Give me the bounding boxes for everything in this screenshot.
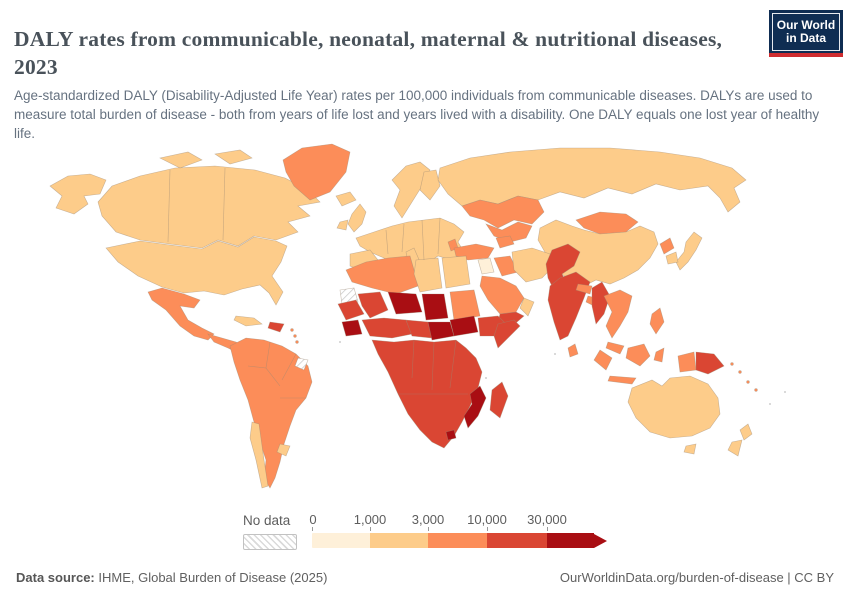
map-region-oman[interactable] (519, 297, 535, 317)
map-region-west-africa-coast[interactable] (361, 317, 413, 339)
map-region-french-guiana[interactable] (294, 357, 309, 371)
legend-tick-label: 0 (309, 512, 317, 527)
map-region-hispaniola[interactable] (267, 321, 285, 333)
map-region-new-zealand[interactable] (739, 423, 753, 441)
map-region-australia[interactable] (627, 375, 721, 439)
no-data-swatch[interactable] (243, 534, 297, 550)
map-region-mali[interactable] (357, 291, 389, 319)
map-region-cuba[interactable] (233, 315, 263, 327)
small-island-dots (339, 341, 786, 405)
map-region-canada-arctic[interactable] (214, 149, 253, 165)
map-legend: No data 0 1,000 3,000 10,000 30,000 (243, 511, 633, 559)
map-region-egypt[interactable] (441, 255, 471, 289)
map-region-malaysia[interactable] (605, 341, 625, 355)
map-region-lesser-antilles[interactable] (290, 328, 299, 344)
legend-tick-label: 30,000 (527, 512, 567, 527)
page-title: DALY rates from communicable, neonatal, … (14, 27, 723, 80)
map-region-south-korea[interactable] (665, 251, 679, 265)
map-region-west-new-guinea[interactable] (677, 351, 697, 373)
page-subtitle: Age-standardized DALY (Disability-Adjust… (14, 87, 820, 141)
map-region-new-zealand[interactable] (727, 439, 743, 457)
owid-logo-accent-bar (769, 53, 843, 57)
map-region-saudi-arabia[interactable] (479, 275, 525, 315)
legend-segment-30000-plus[interactable] (547, 533, 594, 548)
map-region-car[interactable] (427, 321, 455, 341)
data-source-label: Data source: (16, 570, 95, 585)
map-region-greenland[interactable] (282, 143, 351, 201)
map-region-madagascar[interactable] (489, 381, 509, 419)
map-region-sulawesi[interactable] (653, 347, 665, 363)
map-region-chile[interactable] (249, 421, 269, 489)
owid-logo-text: Our World in Data (772, 13, 840, 51)
map-region-borneo[interactable] (625, 343, 651, 367)
legend-segment-0-1000[interactable] (312, 533, 370, 548)
map-region-mozambique[interactable] (463, 385, 487, 429)
legend-segment-3000-10000[interactable] (428, 533, 487, 548)
map-region-tasmania[interactable] (683, 443, 697, 455)
legend-scale: 0 1,000 3,000 10,000 30,000 (309, 511, 622, 551)
map-region-sudan[interactable] (449, 289, 481, 321)
map-region-levant[interactable] (477, 257, 495, 275)
map-region-alaska[interactable] (49, 173, 107, 215)
legend-color-bar (312, 533, 607, 548)
map-region-north-korea[interactable] (659, 237, 675, 255)
map-region-uruguay[interactable] (276, 443, 291, 457)
map-region-lesotho[interactable] (445, 429, 457, 441)
footer: Data source: IHME, Global Burden of Dise… (16, 570, 834, 585)
map-region-canada[interactable] (97, 165, 321, 249)
legend-tick-mark (428, 527, 429, 531)
map-region-mauritania-senegal[interactable] (337, 299, 365, 321)
legend-segment-1000-3000[interactable] (370, 533, 428, 548)
map-region-central-asia[interactable] (485, 221, 533, 243)
map-region-png[interactable] (695, 351, 725, 375)
map-region-libya[interactable] (413, 257, 443, 293)
map-region-java[interactable] (607, 375, 637, 385)
owid-logo[interactable]: Our World in Data (769, 10, 843, 57)
map-region-scandinavia[interactable] (391, 161, 431, 219)
no-data-label: No data (243, 513, 291, 528)
map-region-canada-arctic[interactable] (159, 151, 203, 169)
map-region-mexico[interactable] (147, 287, 215, 341)
map-region-kazakhstan[interactable] (461, 195, 545, 229)
map-region-indochina[interactable] (603, 289, 633, 339)
map-region-usa[interactable] (105, 236, 288, 306)
country-borders (167, 167, 468, 399)
map-region-nepal[interactable] (575, 283, 593, 295)
legend-arrow-icon (594, 533, 607, 548)
map-region-sumatra[interactable] (593, 349, 613, 371)
legend-segment-10000-30000[interactable] (487, 533, 547, 548)
map-region-india[interactable] (547, 271, 591, 341)
map-region-somalia[interactable] (493, 319, 521, 349)
data-source: Data source: IHME, Global Burden of Dise… (16, 570, 327, 585)
legend-tick-mark (312, 527, 313, 531)
map-region-niger[interactable] (387, 291, 423, 315)
map-region-mongolia[interactable] (575, 211, 639, 235)
world-map (40, 142, 810, 504)
map-region-finland[interactable] (419, 169, 441, 201)
map-region-ireland[interactable] (336, 219, 349, 231)
map-region-pacific-islands[interactable] (730, 362, 758, 392)
map-region-western-sahara[interactable] (339, 287, 359, 305)
legend-tick-mark (487, 527, 488, 531)
data-source-text: IHME, Global Burden of Disease (2025) (94, 570, 328, 585)
footer-link[interactable]: OurWorldinData.org/burden-of-disease | C… (559, 570, 834, 585)
map-region-philippines[interactable] (649, 307, 665, 335)
map-region-myanmar[interactable] (591, 281, 611, 325)
map-region-uk[interactable] (347, 203, 367, 233)
map-region-guinea[interactable] (341, 319, 363, 337)
legend-tick-mark (370, 527, 371, 531)
map-region-caucasus[interactable] (495, 235, 515, 249)
legend-tick-label: 10,000 (467, 512, 507, 527)
legend-tick-label: 1,000 (353, 512, 387, 527)
map-region-japan[interactable] (675, 231, 703, 271)
map-region-south-sudan[interactable] (449, 315, 479, 337)
legend-tick-label: 3,000 (411, 512, 445, 527)
map-region-sri-lanka[interactable] (567, 343, 579, 358)
legend-tick-mark (547, 527, 548, 531)
map-region-iceland[interactable] (335, 191, 357, 207)
map-region-chad[interactable] (421, 293, 449, 321)
